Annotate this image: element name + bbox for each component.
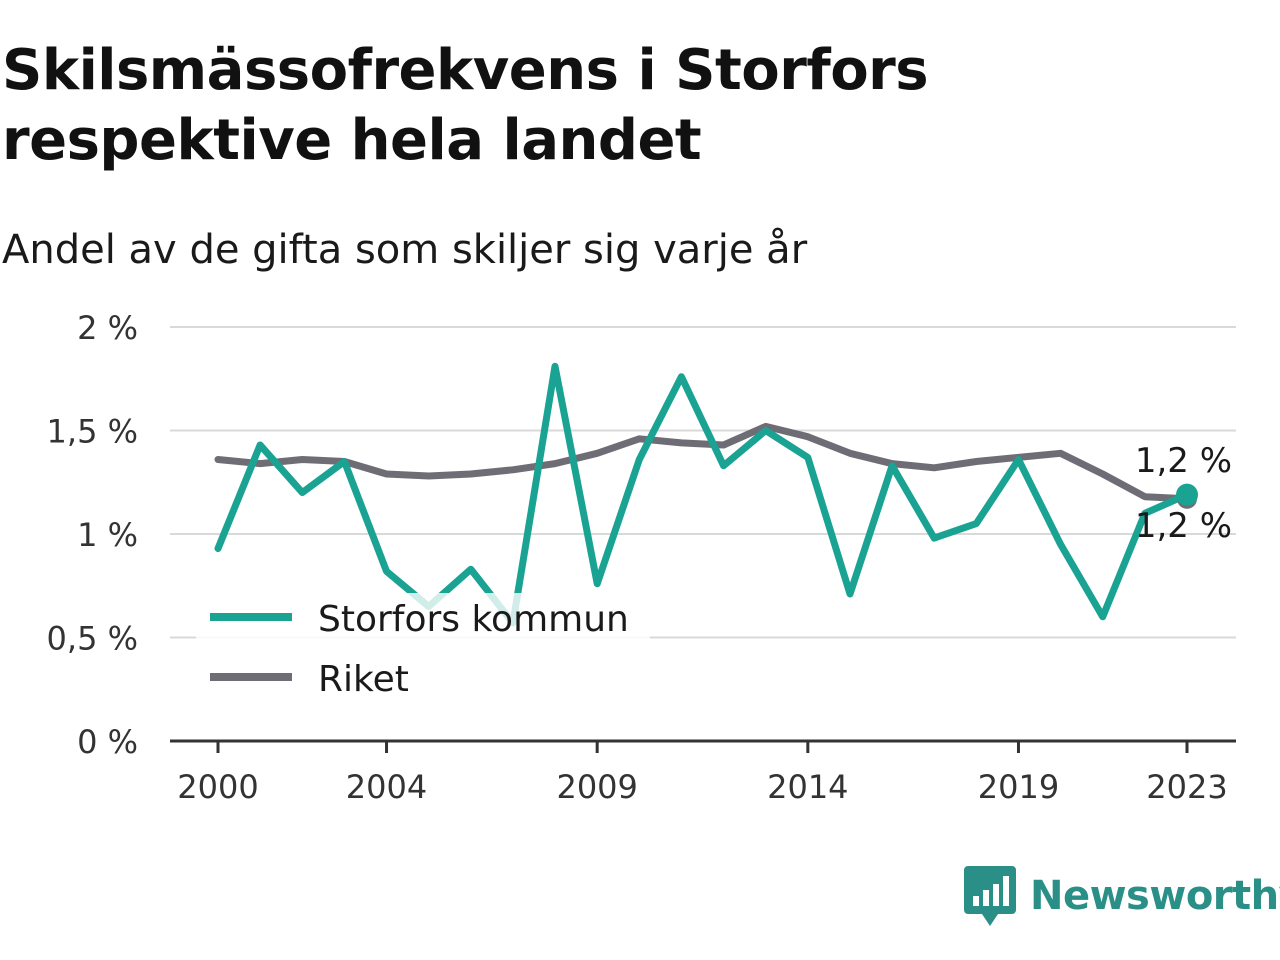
y-tick-label: 0 % xyxy=(77,723,138,761)
grid-layer xyxy=(170,326,1236,639)
x-tick-label: 2000 xyxy=(177,768,258,806)
series-layer xyxy=(214,362,1198,627)
x-tick-label: 2014 xyxy=(767,768,848,806)
newsworthy-logo-icon xyxy=(964,866,1016,926)
y-tick-label: 1 % xyxy=(77,516,138,554)
chart-subtitle: Andel av de gifta som skiljer sig varje … xyxy=(2,227,808,273)
end-label-storfors: 1,2 % xyxy=(1135,441,1232,481)
x-tick-label: 2023 xyxy=(1146,768,1227,806)
legend-label-storfors: Storfors kommun xyxy=(318,599,629,640)
end-label-riket: 1,2 % xyxy=(1135,506,1232,546)
end-labels: 1,2 % 1,2 % xyxy=(1135,441,1232,546)
axis-layer: 0 % 0,5 % 1 % 1,5 % 2 % 2000 2004 2009 2014 2019 2… xyxy=(47,309,1236,806)
brand-logo: Newsworthy xyxy=(964,864,1280,928)
series-line-riket xyxy=(214,422,1191,503)
legend: Storfors kommun Riket xyxy=(196,593,650,700)
end-marker-storfors xyxy=(1176,483,1198,506)
y-tick-label: 1,5 % xyxy=(47,413,138,451)
y-tick-label: 0,5 % xyxy=(47,620,138,658)
y-tick-label: 2 % xyxy=(77,309,138,347)
x-tick-label: 2019 xyxy=(978,768,1059,806)
series-line-storfors xyxy=(214,362,1191,627)
x-tick-label: 2009 xyxy=(556,768,637,806)
brand-name: Newsworthy xyxy=(1030,873,1280,919)
legend-label-riket: Riket xyxy=(318,659,409,700)
x-tick-label: 2004 xyxy=(346,768,427,806)
chart-title: Skilsmässofrekvens i Storfors respektive… xyxy=(2,38,929,173)
